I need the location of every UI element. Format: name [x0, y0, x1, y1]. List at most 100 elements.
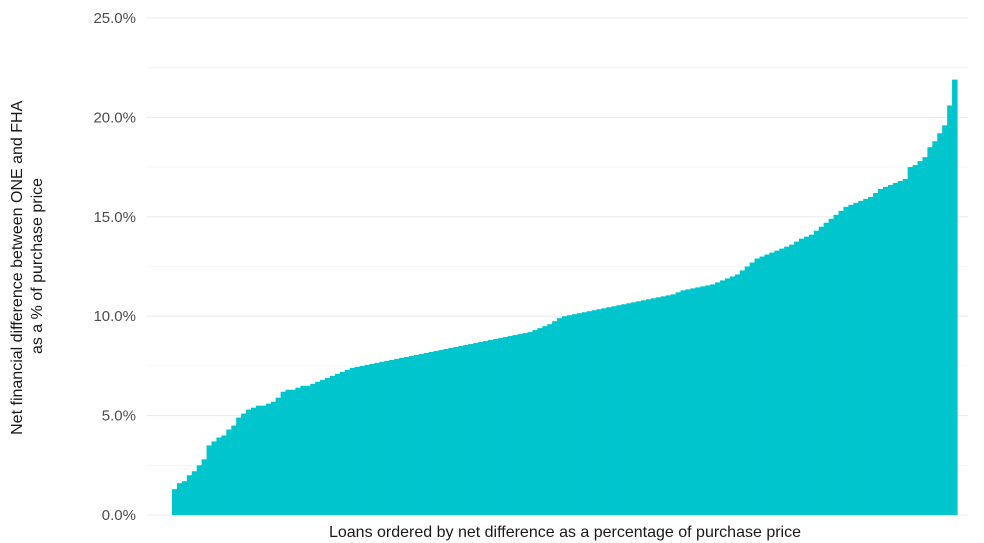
y-axis-title-line-1: Net financial difference between ONE and… — [9, 100, 26, 434]
bar — [670, 294, 677, 515]
bar — [636, 301, 642, 515]
bar — [690, 288, 696, 515]
bar — [527, 332, 534, 515]
bar — [221, 435, 227, 515]
y-tick-label: 10.0% — [93, 308, 136, 325]
x-axis-title: Loans ordered by net difference as a per… — [329, 524, 801, 541]
bar — [779, 248, 785, 516]
bar — [325, 377, 331, 515]
bar — [270, 401, 277, 515]
bar — [675, 292, 682, 515]
bar — [246, 409, 252, 515]
bar — [576, 313, 583, 515]
bar — [828, 218, 835, 516]
bar — [443, 349, 450, 515]
bar — [799, 238, 805, 516]
bar — [937, 133, 943, 516]
bar — [300, 385, 306, 515]
bar — [833, 214, 840, 515]
bar — [868, 196, 874, 516]
bar — [547, 324, 553, 515]
bar — [285, 389, 292, 515]
bar — [601, 308, 608, 515]
bar — [566, 315, 573, 515]
bar — [216, 437, 222, 515]
bar — [433, 350, 440, 515]
bar — [724, 278, 731, 515]
bar — [764, 254, 770, 515]
bar — [932, 141, 938, 515]
y-tick-label: 15.0% — [93, 209, 136, 226]
bar — [922, 157, 928, 515]
bar — [334, 373, 341, 515]
bar — [394, 358, 400, 515]
bar — [715, 282, 721, 515]
bar — [942, 125, 948, 515]
bar — [310, 383, 316, 515]
bar — [389, 359, 395, 515]
bar — [186, 475, 193, 515]
bar — [818, 226, 825, 516]
bar — [315, 381, 321, 515]
bar — [927, 147, 933, 515]
bar — [359, 365, 366, 515]
bar — [705, 285, 711, 515]
bar — [483, 341, 489, 515]
bar — [729, 276, 736, 515]
bar — [685, 289, 691, 515]
bar — [408, 355, 415, 515]
bar — [275, 397, 282, 515]
bar — [754, 258, 761, 515]
bar — [734, 274, 741, 515]
bar — [379, 361, 385, 515]
bar — [784, 246, 790, 515]
bar — [616, 305, 622, 515]
bar — [290, 389, 297, 515]
bar — [374, 362, 380, 515]
bars — [172, 79, 958, 516]
bar — [236, 417, 242, 515]
bar — [803, 236, 810, 515]
bar — [487, 340, 494, 515]
bar — [196, 465, 203, 515]
bar — [878, 188, 884, 515]
bar — [606, 307, 613, 515]
bar — [502, 337, 509, 515]
bar — [621, 304, 627, 515]
bar — [902, 179, 909, 515]
bar — [571, 314, 578, 515]
bar — [650, 298, 657, 515]
y-tick-label: 25.0% — [93, 10, 136, 27]
bar — [241, 413, 247, 515]
bar — [744, 266, 751, 515]
bar — [808, 234, 815, 515]
bar — [211, 441, 218, 515]
bar — [680, 290, 687, 515]
bar — [320, 379, 326, 515]
y-axis-ticks: 0.0% 5.0% 10.0% 15.0% 20.0% 25.0% — [93, 10, 136, 524]
bar — [399, 357, 405, 515]
bar — [384, 360, 390, 515]
bar — [339, 371, 346, 515]
bar — [231, 425, 237, 515]
bar — [522, 333, 529, 515]
bar — [497, 338, 504, 515]
bar — [280, 391, 287, 515]
bar — [863, 198, 869, 515]
bar — [838, 210, 845, 515]
y-tick-label: 20.0% — [93, 109, 136, 126]
bar — [843, 206, 849, 516]
bar — [552, 321, 558, 515]
bar — [853, 202, 859, 515]
bar — [453, 347, 459, 515]
bar — [907, 167, 914, 515]
bar — [329, 375, 336, 515]
bar — [191, 471, 198, 515]
bar — [226, 429, 232, 515]
bar — [458, 346, 464, 515]
bar — [655, 297, 662, 515]
bar — [305, 385, 311, 515]
bar — [823, 222, 830, 515]
bar — [749, 262, 756, 515]
